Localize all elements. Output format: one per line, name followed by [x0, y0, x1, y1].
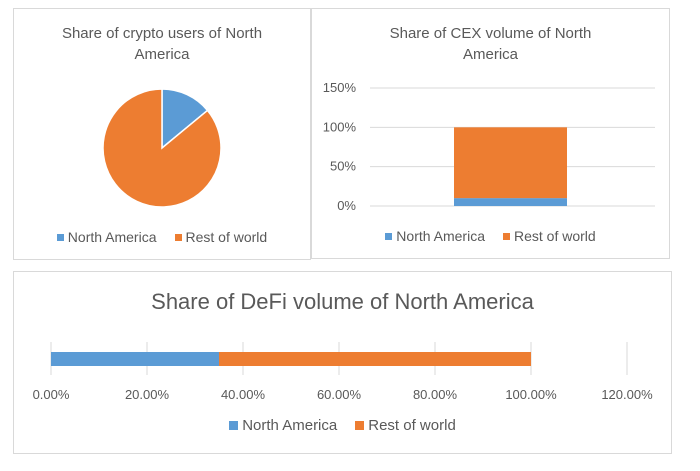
x-tick-label: 20.00%	[125, 387, 170, 402]
legend-swatch	[174, 233, 182, 241]
legend-swatch	[385, 232, 393, 240]
x-tick-label: 60.00%	[317, 387, 362, 402]
legend: North America Rest of world	[14, 229, 310, 245]
pie-slice-north-america	[161, 88, 209, 150]
bar-segment-north-america	[51, 352, 219, 366]
cex-volume-chart: Share of CEX volume of North America 0% 5…	[311, 8, 670, 259]
x-tick-label: 0.00%	[33, 387, 70, 402]
chart-title: Share of crypto users of North America	[61, 25, 263, 63]
legend-item-rest-of-world: Rest of world	[355, 417, 456, 434]
chart-title: Share of DeFi volume of North America	[151, 289, 534, 314]
y-tick-label: 150%	[323, 80, 357, 95]
legend-item-north-america: North America	[56, 229, 157, 245]
legend-label: Rest of world	[368, 417, 456, 434]
legend-swatch	[229, 421, 239, 430]
defi-volume-chart: Share of DeFi volume of North America 0.…	[13, 271, 672, 454]
legend-label: Rest of world	[514, 228, 596, 244]
bar-segment-north-america	[454, 198, 567, 206]
legend-item-north-america: North America	[385, 228, 485, 244]
bar-segment-rest-of-world	[454, 127, 567, 199]
y-tick-label: 100%	[323, 119, 357, 134]
x-tick-label: 120.00%	[601, 387, 653, 402]
y-tick-label: 50%	[330, 159, 356, 174]
legend: North America Rest of world	[312, 228, 669, 244]
legend: North America Rest of world	[14, 417, 671, 434]
legend-swatch	[355, 421, 365, 430]
legend-label: North America	[396, 228, 485, 244]
legend-swatch	[56, 233, 64, 241]
x-tick-label: 100.00%	[505, 387, 557, 402]
legend-item-rest-of-world: Rest of world	[503, 228, 596, 244]
bar-segment-rest-of-world	[219, 352, 531, 366]
legend-item-rest-of-world: Rest of world	[174, 229, 268, 245]
y-tick-label: 0%	[337, 198, 356, 213]
pie-plot	[102, 88, 222, 208]
crypto-users-chart: Share of crypto users of North America N…	[13, 8, 311, 260]
defi-plot: 0.00% 20.00% 40.00% 60.00% 80.00% 100.00% 120.…	[33, 342, 653, 402]
legend-label: Rest of world	[185, 229, 268, 245]
legend-label: North America	[242, 417, 338, 434]
legend-swatch	[503, 232, 510, 240]
legend-label: North America	[67, 229, 157, 245]
chart-title: Share of CEX volume of North America	[389, 25, 592, 63]
pie-slice-rest-of-world	[102, 88, 222, 208]
x-tick-label: 80.00%	[413, 387, 458, 402]
x-tick-label: 40.00%	[221, 387, 266, 402]
legend-item-north-america: North America	[229, 417, 337, 434]
cex-plot: 0% 50% 100% 150%	[323, 80, 655, 213]
